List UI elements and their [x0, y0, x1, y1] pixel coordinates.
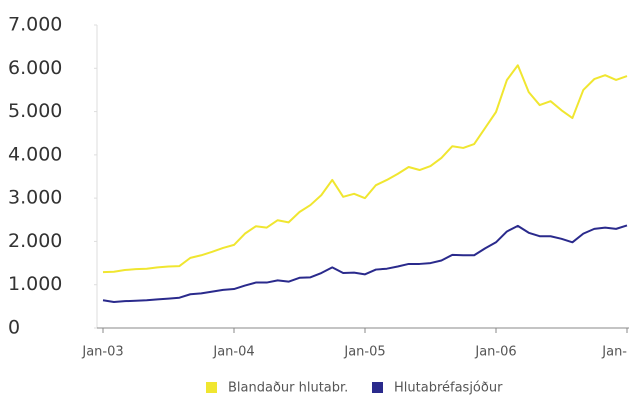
y-tick-label: 1.000: [8, 273, 62, 295]
y-tick-label: 5.000: [8, 100, 62, 122]
x-tick-label: Jan-04: [212, 345, 254, 360]
legend-label: Blandaður hlutabr.: [228, 381, 348, 396]
series-line: [102, 64, 628, 274]
legend-swatch: [372, 382, 383, 393]
legend-swatch: [206, 382, 217, 393]
x-tick-label: Jan-06: [474, 345, 516, 360]
series-line: [102, 224, 628, 304]
legend-label: Hlutabréfasjóður: [394, 381, 503, 396]
y-tick-label: 4.000: [8, 143, 62, 165]
y-tick-label: 6.000: [8, 57, 62, 79]
y-tick-label: 7.000: [8, 14, 62, 36]
y-tick-label: 0: [8, 317, 20, 339]
x-tick-label: Jan-05: [343, 345, 385, 360]
x-tick-label: Jan-03: [81, 345, 123, 360]
y-tick-label: 2.000: [8, 230, 62, 252]
y-tick-label: 3.000: [8, 187, 62, 209]
x-tick-label: Jan-: [601, 345, 627, 360]
